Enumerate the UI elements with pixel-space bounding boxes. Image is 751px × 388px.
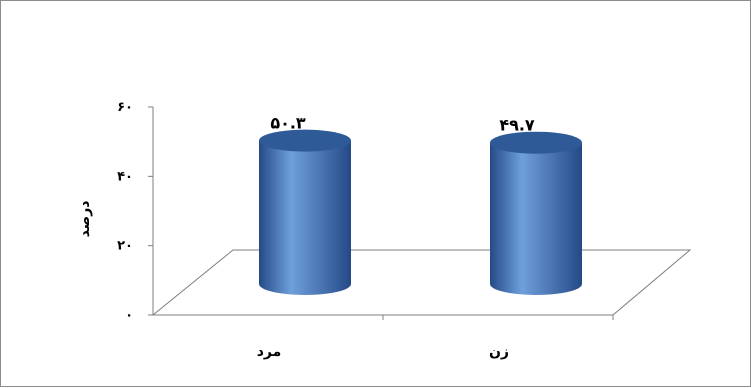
bar-body — [259, 140, 351, 295]
bar-top — [490, 131, 582, 154]
floor-plane — [151, 249, 692, 316]
x-axis-labels: مرد زن — [257, 344, 509, 360]
bars — [259, 129, 582, 295]
y-axis-ticks: ۰ ۲۰ ۴۰ ۶۰ — [117, 100, 153, 323]
x-category-label: زن — [489, 344, 509, 360]
data-label: ۵۰.۳ — [270, 114, 306, 133]
y-tick-label: ۲۰ — [117, 239, 133, 254]
bar — [259, 129, 351, 295]
bar — [490, 131, 582, 295]
y-tick-label: ۰ — [125, 308, 133, 323]
data-labels: ۵۰.۳ ۴۹.۷ — [270, 114, 535, 135]
bar-body — [490, 142, 582, 295]
y-axis-title: درصد — [77, 201, 93, 238]
y-tick-label: ۶۰ — [117, 100, 133, 115]
y-tick-label: ۴۰ — [117, 169, 133, 184]
x-category-label: مرد — [257, 344, 282, 360]
data-label: ۴۹.۷ — [499, 116, 535, 135]
bar-top — [259, 129, 351, 152]
chart-floor — [151, 249, 692, 320]
